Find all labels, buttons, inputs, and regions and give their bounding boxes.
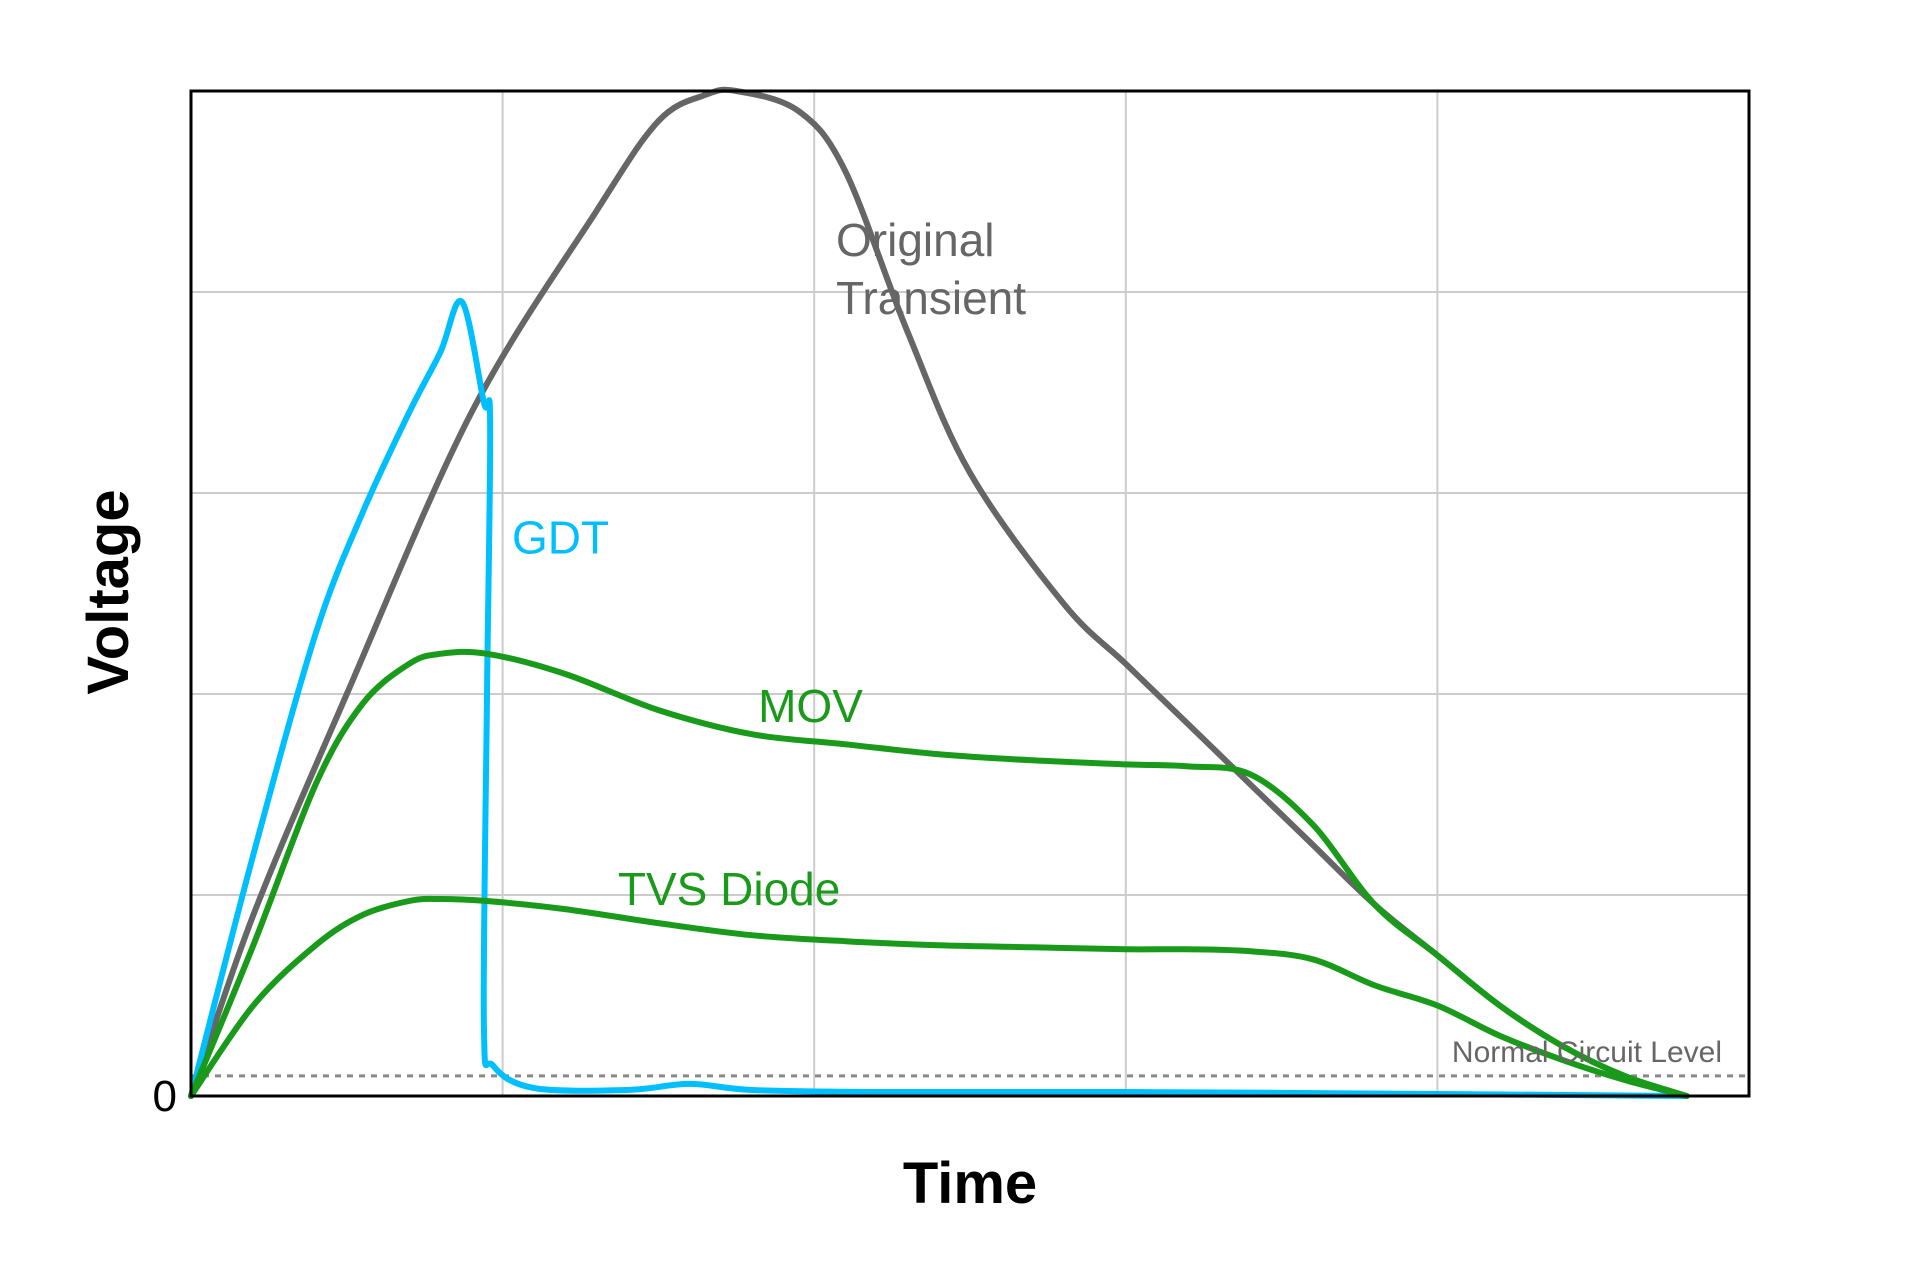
label-layer: Original Transient GDT MOV TVS Diode 0 Normal …	[153, 214, 1722, 1121]
grid-layer	[191, 91, 1749, 1096]
plot-area-frame	[189, 89, 1751, 1098]
y-axis-title: Voltage	[76, 489, 141, 694]
reference-line-label: Normal Circuit Level	[1452, 1036, 1722, 1069]
series-label-original-transient: Original Transient	[836, 214, 1026, 324]
series-layer	[188, 86, 1690, 1099]
series-line-tvs-diode	[188, 895, 1690, 1099]
series-line-mov	[188, 648, 1690, 1099]
series-label-tvs-diode: TVS Diode	[618, 863, 840, 915]
series-label-mov: MOV	[758, 680, 863, 732]
y-tick-label: 0	[153, 1072, 177, 1121]
series-line-gdt	[188, 297, 1690, 1099]
x-axis-title: Time	[903, 1151, 1037, 1216]
series-label-gdt: GDT	[512, 511, 609, 563]
